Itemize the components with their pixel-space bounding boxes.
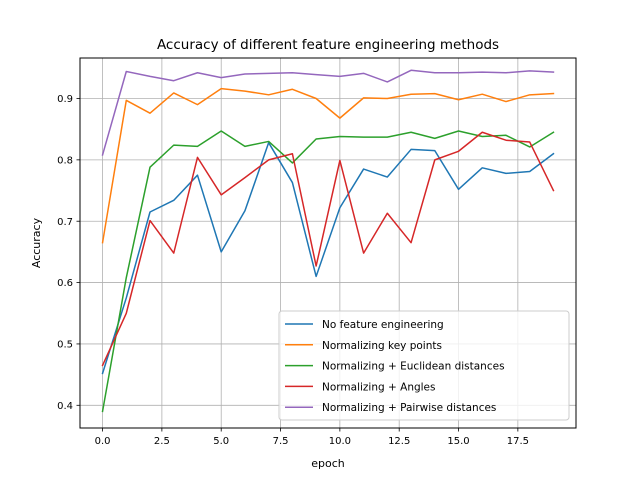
x-tick-label: 12.5 bbox=[388, 436, 410, 447]
chart-title: Accuracy of different feature engineerin… bbox=[157, 37, 499, 53]
axis-ticks: 0.0 2.5 5.0 7.5 10.0 12.5 15.0 17.5 0.4 0.5 0.6 0.7… bbox=[57, 94, 529, 447]
y-axis-label: Accuracy bbox=[30, 217, 43, 268]
legend-entry-5: Normalizing + Pairwise distances bbox=[322, 402, 496, 414]
series-line-2 bbox=[101, 87, 555, 244]
x-tick-label: 0.0 bbox=[95, 436, 111, 447]
legend: No feature engineering Normalizing key po… bbox=[278, 310, 570, 421]
x-axis-label: epoch bbox=[311, 457, 345, 470]
y-tick-label: 0.9 bbox=[57, 94, 73, 105]
y-tick-label: 0.4 bbox=[57, 401, 73, 412]
x-tick-label: 7.5 bbox=[273, 436, 289, 447]
y-tick-label: 0.5 bbox=[57, 340, 73, 351]
x-tick-label: 17.5 bbox=[507, 436, 529, 447]
y-tick-label: 0.6 bbox=[57, 278, 73, 289]
y-tick-label: 0.8 bbox=[57, 155, 73, 166]
legend-entry-2: Normalizing key points bbox=[322, 340, 442, 352]
x-tick-label: 5.0 bbox=[213, 436, 229, 447]
series-line-4 bbox=[101, 131, 555, 367]
legend-box bbox=[278, 310, 570, 421]
series-line-5 bbox=[101, 69, 555, 156]
x-tick-label: 2.5 bbox=[154, 436, 170, 447]
series-lines bbox=[101, 69, 555, 413]
legend-entry-3: Normalizing + Euclidean distances bbox=[322, 361, 505, 373]
series-line-1 bbox=[101, 141, 555, 375]
y-tick-label: 0.7 bbox=[57, 217, 73, 228]
x-tick-label: 10.0 bbox=[329, 436, 351, 447]
x-tick-label: 15.0 bbox=[447, 436, 469, 447]
plot-area-frame bbox=[79, 57, 577, 429]
legend-entry-1: No feature engineering bbox=[322, 319, 444, 331]
legend-entry-4: Normalizing + Angles bbox=[322, 381, 435, 393]
